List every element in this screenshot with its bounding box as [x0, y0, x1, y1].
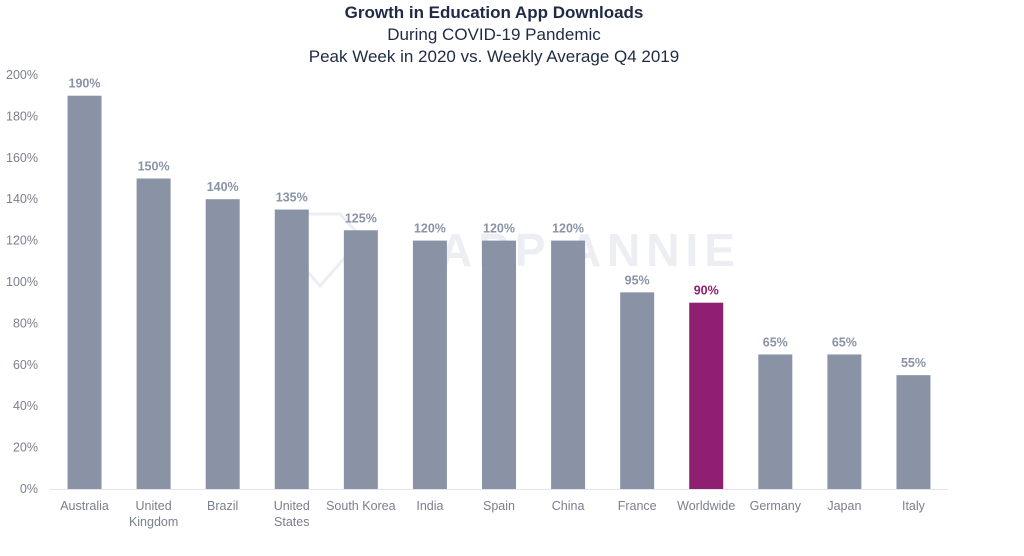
data-label: 140%	[207, 180, 239, 194]
x-tick-label: Spain	[483, 499, 515, 513]
x-tick-label: Germany	[750, 499, 802, 513]
bar-china	[551, 240, 586, 489]
chart-subtitle-2: Peak Week in 2020 vs. Weekly Average Q4 …	[308, 47, 680, 66]
chart-title: Growth in Education App Downloads	[344, 3, 644, 22]
x-tick-label: France	[618, 499, 657, 513]
x-tick-label: Brazil	[207, 499, 238, 513]
data-label: 90%	[694, 284, 719, 298]
data-label: 120%	[552, 222, 584, 236]
bar-india	[412, 240, 447, 489]
data-label: 120%	[483, 222, 515, 236]
bar-italy	[896, 375, 931, 489]
x-tick-label: United Kingdom	[129, 499, 178, 529]
x-tick-label: United States	[274, 499, 310, 529]
bar-france	[620, 292, 655, 489]
y-tick-label: 0%	[20, 482, 38, 496]
bar-south-korea	[343, 230, 378, 489]
bar-spain	[482, 240, 516, 489]
y-tick-label: 20%	[13, 441, 38, 455]
x-tick-label: China	[552, 499, 585, 513]
data-label: 95%	[625, 273, 650, 287]
data-label: 135%	[276, 191, 308, 205]
y-tick-label: 60%	[13, 358, 38, 372]
y-tick-label: 80%	[13, 316, 38, 330]
data-label: 150%	[138, 160, 170, 174]
y-tick-label: 140%	[6, 192, 38, 206]
x-tick-label: Italy	[902, 499, 926, 513]
x-tick-label: Japan	[827, 499, 861, 513]
y-tick-label: 40%	[13, 399, 38, 413]
chart-subtitle-1: During COVID-19 Pandemic	[387, 25, 601, 44]
y-tick-label: 200%	[6, 68, 38, 82]
x-tick-label: India	[416, 499, 443, 513]
bar-united-kingdom	[136, 178, 171, 489]
chart-titles: Growth in Education App Downloads During…	[0, 2, 988, 68]
x-tick-label: Australia	[60, 499, 109, 513]
bar-worldwide	[689, 302, 724, 489]
bar-brazil	[205, 199, 240, 489]
data-label: 120%	[414, 222, 446, 236]
y-tick-label: 180%	[6, 109, 38, 123]
x-tick-label: South Korea	[326, 499, 396, 513]
data-label: 125%	[345, 211, 377, 225]
bar-germany	[758, 354, 793, 489]
data-label: 65%	[832, 335, 857, 349]
data-label: 55%	[901, 356, 926, 370]
y-tick-label: 120%	[6, 234, 38, 248]
data-label: 190%	[69, 77, 101, 91]
data-label: 65%	[763, 335, 788, 349]
bar-australia	[67, 95, 102, 489]
y-tick-label: 100%	[6, 275, 38, 289]
bar-japan	[827, 354, 862, 489]
y-tick-label: 160%	[6, 151, 38, 165]
bar-united-states	[274, 209, 309, 490]
x-tick-label: Worldwide	[677, 499, 735, 513]
